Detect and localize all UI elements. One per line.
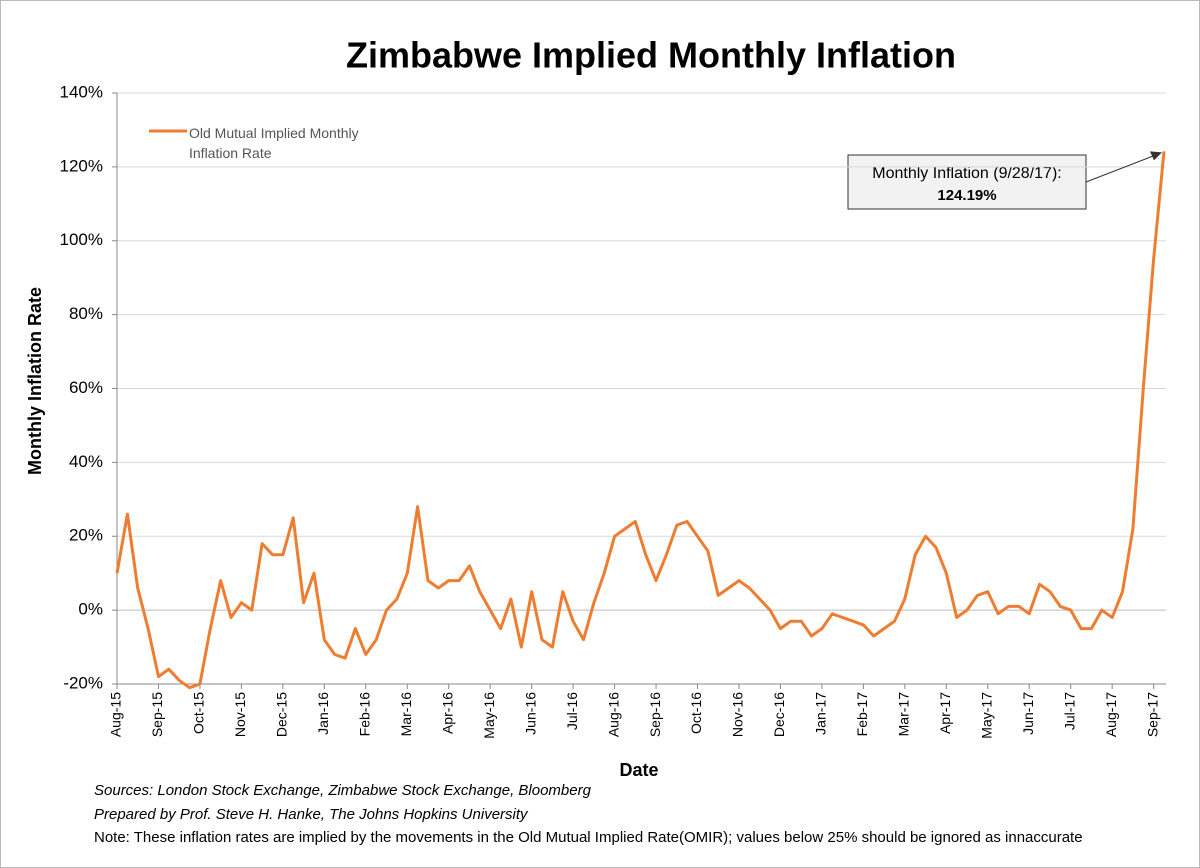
x-tick-label: Apr-17	[937, 692, 953, 734]
x-tick-label: Mar-16	[398, 692, 414, 737]
x-tick-label: Aug-17	[1103, 692, 1119, 737]
x-tick-label: Nov-15	[232, 692, 248, 737]
annotation-arrowhead	[1150, 151, 1162, 161]
x-tick-label: Jan-16	[315, 692, 331, 735]
x-tick-label: Aug-15	[108, 692, 124, 737]
y-tick-label: 0%	[78, 600, 103, 619]
x-tick-label: Jun-16	[522, 692, 538, 735]
x-tick-label: Mar-17	[896, 692, 912, 737]
x-tick-label: Feb-16	[356, 692, 372, 737]
y-tick-label: 100%	[60, 230, 103, 249]
x-tick-label: Sep-17	[1144, 692, 1160, 737]
y-tick-label: 20%	[69, 526, 103, 545]
chart-title: Zimbabwe Implied Monthly Inflation	[346, 35, 956, 76]
x-tick-label: Dec-16	[771, 692, 787, 737]
x-tick-label: Dec-15	[274, 692, 290, 737]
note: Prepared by Prof. Steve H. Hanke, The Jo…	[94, 806, 528, 823]
x-tick-label: Oct-16	[688, 692, 704, 734]
y-tick-label: -20%	[63, 673, 103, 692]
x-tick-label: Jul-16	[564, 692, 580, 730]
x-tick-label: Jul-17	[1061, 692, 1077, 730]
line-series	[115, 151, 1166, 690]
y-tick-label: 80%	[69, 304, 103, 323]
x-tick-label: May-16	[481, 692, 497, 739]
x-tick-label: Jun-17	[1020, 692, 1036, 735]
note: Sources: London Stock Exchange, Zimbabwe…	[94, 782, 591, 799]
y-tick-label: 60%	[69, 378, 103, 397]
note: Note: These inflation rates are implied …	[94, 829, 1083, 846]
legend-label: Old Mutual Implied Monthly Inflation Rat…	[189, 125, 359, 161]
x-axis-label: Date	[619, 760, 658, 780]
y-tick-label: 40%	[69, 452, 103, 471]
x-tick-label: Oct-15	[191, 692, 207, 734]
annotation-box	[847, 154, 1087, 210]
y-axis-label: Monthly Inflation Rate	[25, 287, 45, 475]
x-tick-label: Sep-16	[647, 692, 663, 737]
annotation-text: Monthly Inflation (9/28/17):	[872, 165, 1061, 182]
annotation-value: 124.19%	[937, 187, 996, 204]
x-tick-label: May-17	[978, 692, 994, 739]
x-tick-label: Aug-16	[605, 692, 621, 737]
y-tick-label: 140%	[60, 82, 103, 101]
x-tick-label: Nov-16	[730, 692, 746, 737]
x-tick-label: Feb-17	[854, 692, 870, 737]
y-tick-label: 120%	[60, 156, 103, 175]
annotation-arrow	[1085, 152, 1161, 183]
x-tick-label: Apr-16	[439, 692, 455, 734]
x-tick-label: Jan-17	[813, 692, 829, 735]
x-tick-label: Sep-15	[149, 692, 165, 737]
